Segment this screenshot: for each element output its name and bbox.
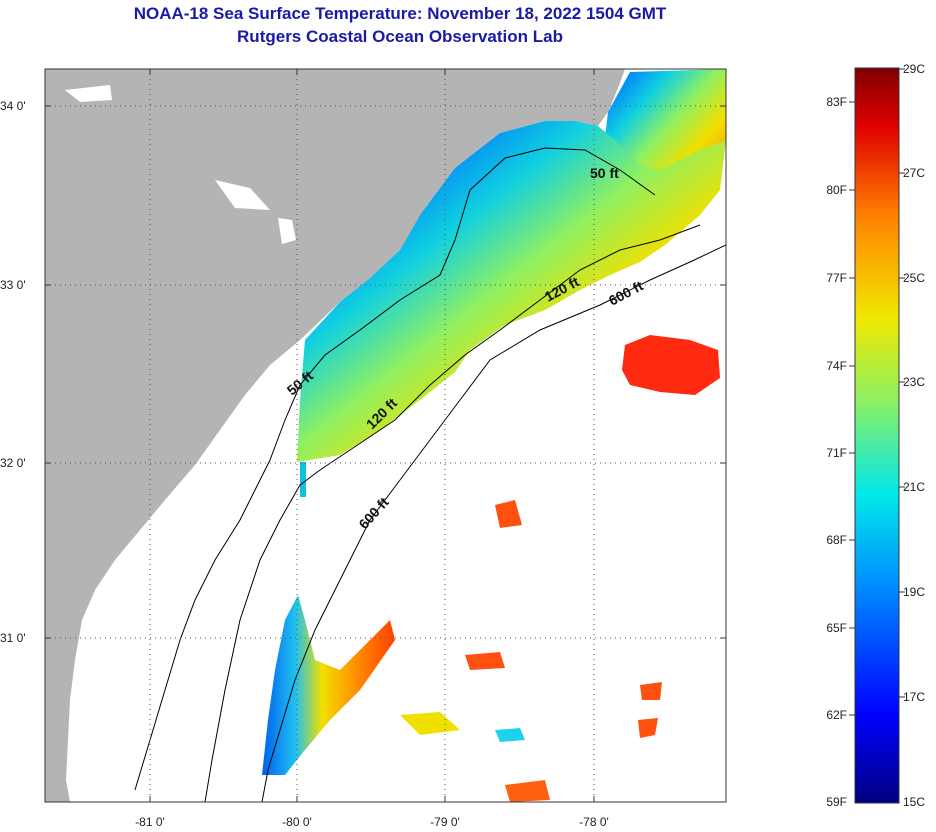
lat-label-33: 33 0' <box>0 278 26 292</box>
lon-label-81: -81 0' <box>135 815 165 829</box>
lat-label-31: 31 0' <box>0 631 26 645</box>
sst-shelf-field <box>297 121 726 462</box>
sst-patch <box>495 728 525 742</box>
colorbar-c-23: 23C <box>903 375 925 389</box>
colorbar-f-71: 71F <box>826 446 847 460</box>
frame-ticks <box>45 69 726 802</box>
colorbar-f-77: 77F <box>826 271 847 285</box>
land-mass <box>45 69 625 802</box>
sst-patch <box>505 780 550 802</box>
sst-patch <box>638 718 658 738</box>
inland-lake <box>215 180 270 210</box>
lon-label-80: -80 0' <box>282 815 312 829</box>
map-frame <box>44 68 727 803</box>
graticule <box>45 69 726 802</box>
inland-lake <box>65 85 112 102</box>
sst-warm-patch <box>622 335 720 395</box>
map-title: NOAA-18 Sea Surface Temperature: Novembe… <box>133 4 667 23</box>
colorbar-c-25: 25C <box>903 271 925 285</box>
colorbar-f-74: 74F <box>826 359 847 373</box>
colorbar-c-21: 21C <box>903 480 925 494</box>
sst-south-strip <box>262 595 395 775</box>
colorbar-f-83: 83F <box>826 95 847 109</box>
isobath-120ft <box>204 224 701 802</box>
colorbar-f-62: 62F <box>826 708 847 722</box>
colorbar-f-80: 80F <box>826 183 847 197</box>
map-subtitle: Rutgers Coastal Ocean Observation Lab <box>237 27 563 46</box>
colorbar-f-59: 59F <box>826 795 847 809</box>
inland-lake <box>278 218 296 244</box>
colorbar-c-29: 29C <box>903 62 925 76</box>
colorbar-c-15: 15C <box>903 795 925 809</box>
sst-warm-patch <box>495 500 522 528</box>
lat-label-32: 32 0' <box>0 456 26 470</box>
colorbar-f-68: 68F <box>826 533 847 547</box>
lat-label-34: 34 0' <box>0 99 26 113</box>
colorbar-c-27: 27C <box>903 166 925 180</box>
colorbar-ticks <box>849 68 905 716</box>
sst-patch <box>465 652 505 670</box>
colorbar-c-17: 17C <box>903 690 925 704</box>
contour-label-50ft-north: 50 ft <box>590 165 619 181</box>
lon-label-78: -78 0' <box>579 815 609 829</box>
temperature-colorbar <box>854 67 900 804</box>
isobath-600ft <box>261 244 726 802</box>
colorbar-c-19: 19C <box>903 585 925 599</box>
lon-label-79: -79 0' <box>430 815 460 829</box>
sst-edge-patch <box>300 462 306 497</box>
colorbar-f-65: 65F <box>826 621 847 635</box>
sst-patch <box>640 682 662 700</box>
isobath-50ft <box>134 147 656 791</box>
